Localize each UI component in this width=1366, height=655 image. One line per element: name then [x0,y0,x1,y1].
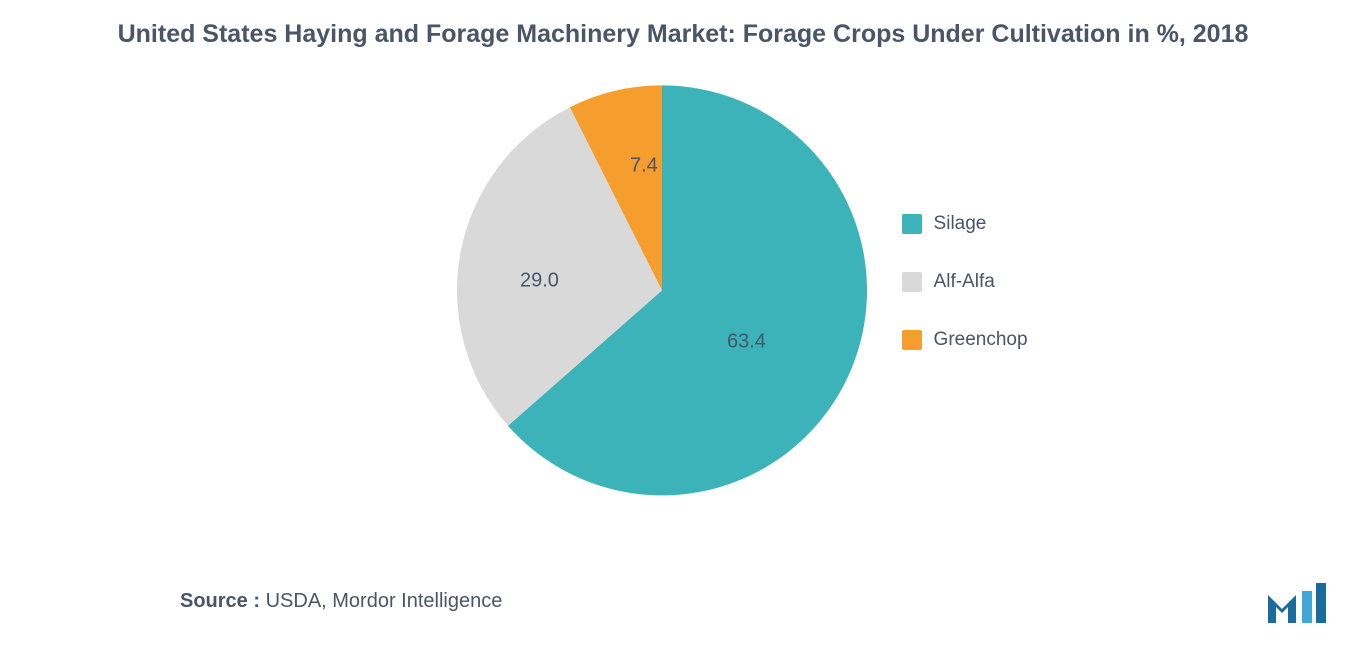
slice-value-greenchop: 7.4 [630,154,658,177]
legend-swatch [902,272,922,292]
chart-area: 63.4 29.0 7.4 Silage Alf-Alfa Greenchop [0,62,1366,502]
legend-swatch [902,330,922,350]
source-text: USDA, Mordor Intelligence [266,590,503,612]
logo-icon [1268,583,1326,623]
legend-item-alf-alfa: Alf-Alfa [902,271,1028,293]
legend-label: Greenchop [934,329,1028,351]
pie-chart: 63.4 29.0 7.4 [452,80,872,500]
chart-title: United States Haying and Forage Machiner… [0,0,1366,52]
legend: Silage Alf-Alfa Greenchop [902,177,1028,387]
legend-item-greenchop: Greenchop [902,329,1028,351]
legend-item-silage: Silage [902,213,1028,235]
brand-logo [1266,583,1328,623]
source-label: Source : [180,590,260,612]
slice-value-silage: 63.4 [727,330,766,353]
slice-value-alf-alfa: 29.0 [520,269,559,292]
legend-label: Alf-Alfa [934,271,995,293]
source-attribution: Source : USDA, Mordor Intelligence [180,590,502,613]
legend-label: Silage [934,213,987,235]
legend-swatch [902,214,922,234]
